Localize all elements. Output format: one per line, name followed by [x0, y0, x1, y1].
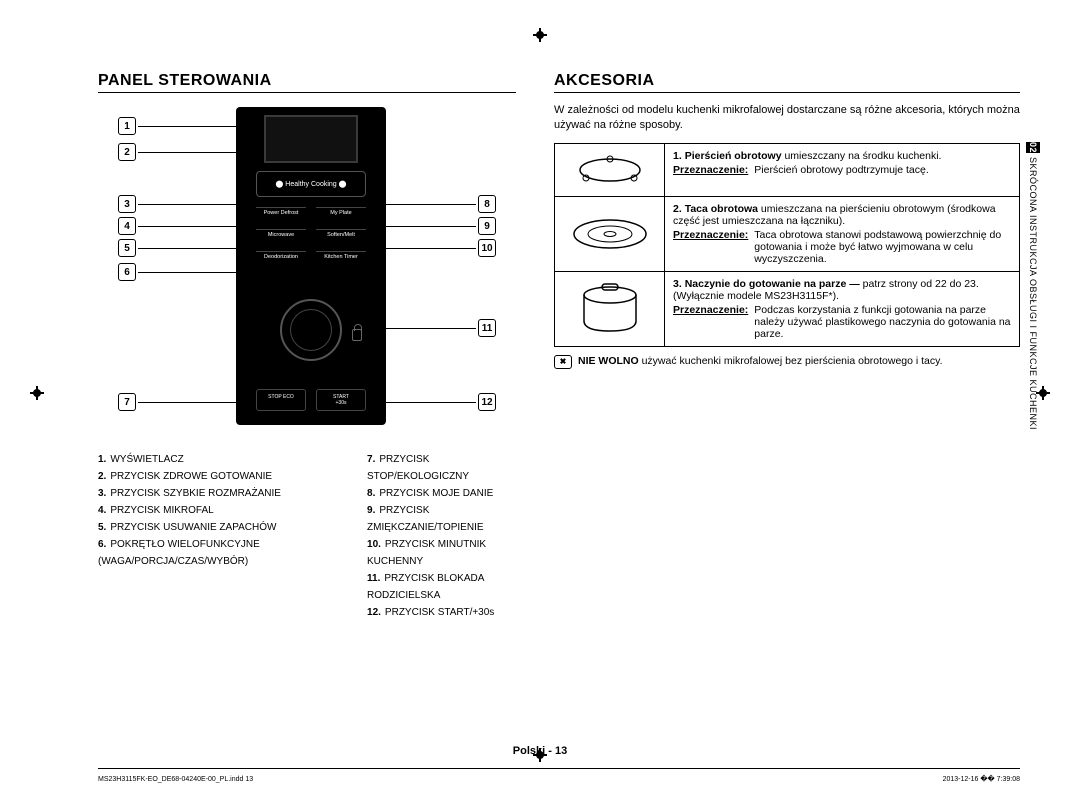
legend-item: 1.WYŚWIETLACZ: [98, 451, 341, 468]
callout-8: 8: [478, 195, 496, 213]
accessories-table: 1. Pierścień obrotowy umieszczany na śro…: [554, 143, 1020, 347]
warning-note: ✖ NIE WOLNO używać kuchenki mikrofalowej…: [554, 355, 1020, 369]
accessory-description: 1. Pierścień obrotowy umieszczany na śro…: [665, 143, 1020, 196]
table-row: 3. Naczynie do gotowanie na parze — patr…: [555, 271, 1020, 346]
note-bold: NIE WOLNO: [578, 355, 639, 367]
indd-filename: MS23H3115FK-EO_DE68-04240E-00_PL.indd 13: [98, 776, 253, 783]
accessories-intro: W zależności od modelu kuchenki mikrofal…: [554, 103, 1020, 133]
table-row: 1. Pierścień obrotowy umieszczany na śro…: [555, 143, 1020, 196]
legend-item: 12.PRZYCISK START/+30s: [367, 604, 516, 621]
no-icon: ✖: [554, 355, 572, 369]
accessory-icon: [555, 143, 665, 196]
legend-item: 6.POKRĘTŁO WIELOFUNKCYJNE (WAGA/PORCJA/C…: [98, 536, 341, 570]
side-tab-text: SKRÓCONA INSTRUKCJA OBSŁUGI I FUNKCJE KU…: [1028, 157, 1038, 430]
microwave-panel: ⬤ Healthy Cooking ⬤ Power Defrost My Pla…: [236, 107, 386, 425]
stop-eco-button: STOP ECO: [256, 389, 306, 411]
panel-heading: PANEL STEROWANIA: [98, 72, 516, 93]
page-footer: Polski - 13: [0, 745, 1080, 757]
callout-5: 5: [118, 239, 136, 257]
callout-6: 6: [118, 263, 136, 281]
healthy-cooking-button: ⬤ Healthy Cooking ⬤: [256, 171, 366, 197]
display-icon: [264, 115, 358, 163]
accessory-description: 3. Naczynie do gotowanie na parze — patr…: [665, 271, 1020, 346]
timestamp: 2013-12-16 �� 7:39:08: [943, 775, 1020, 783]
legend-item: 7.PRZYCISK STOP/EKOLOGICZNY: [367, 451, 516, 485]
legend-item: 9.PRZYCISK ZMIĘKCZANIE/TOPIENIE: [367, 502, 516, 536]
legend-item: 4.PRZYCISK MIKROFAL: [98, 502, 341, 519]
section-side-tab: 02 SKRÓCONA INSTRUKCJA OBSŁUGI I FUNKCJE…: [1024, 142, 1042, 442]
legend-item: 11.PRZYCISK BLOKADA RODZICIELSKA: [367, 570, 516, 604]
my-plate-button: My Plate: [316, 207, 366, 216]
table-row: 2. Taca obrotowa umieszczana na pierście…: [555, 196, 1020, 271]
footer-rule: [98, 768, 1020, 769]
footer-page: 13: [555, 745, 567, 757]
legend-item: 5.PRZYCISK USUWANIE ZAPACHÓW: [98, 519, 341, 536]
note-text: używać kuchenki mikrofalowej bez pierści…: [639, 355, 943, 367]
accessory-icon: [555, 271, 665, 346]
callout-2: 2: [118, 143, 136, 161]
callout-11: 11: [478, 319, 496, 337]
accessory-icon: [555, 196, 665, 271]
control-panel-diagram: 1 2 3 4 5 6 7 8 9 10: [98, 103, 516, 433]
power-defrost-button: Power Defrost: [256, 207, 306, 216]
callout-3: 3: [118, 195, 136, 213]
callout-4: 4: [118, 217, 136, 235]
callout-7: 7: [118, 393, 136, 411]
legend-list: 1.WYŚWIETLACZ2.PRZYCISK ZDROWE GOTOWANIE…: [98, 451, 516, 621]
microwave-button: Microwave: [256, 229, 306, 238]
callout-1: 1: [118, 117, 136, 135]
registration-mark-icon: [30, 386, 44, 400]
kitchen-timer-button: Kitchen Timer: [316, 251, 366, 260]
legend-item: 10.PRZYCISK MINUTNIK KUCHENNY: [367, 536, 516, 570]
accessory-description: 2. Taca obrotowa umieszczana na pierście…: [665, 196, 1020, 271]
side-tab-number: 02: [1026, 142, 1040, 153]
legend-item: 8.PRZYCISK MOJE DANIE: [367, 485, 516, 502]
legend-item: 3.PRZYCISK SZYBKIE ROZMRAŻANIE: [98, 485, 341, 502]
accessories-heading: AKCESORIA: [554, 72, 1020, 93]
deodorization-button: Deodorization: [256, 251, 306, 260]
soften-melt-button: Soften/Melt: [316, 229, 366, 238]
registration-mark-icon: [533, 28, 547, 42]
legend-item: 2.PRZYCISK ZDROWE GOTOWANIE: [98, 468, 341, 485]
dial-icon: [280, 299, 342, 361]
start-button: START+30s: [316, 389, 366, 411]
callout-9: 9: [478, 217, 496, 235]
callout-12: 12: [478, 393, 496, 411]
footer-lang: Polski: [513, 745, 545, 757]
lock-icon: [352, 329, 362, 341]
callout-10: 10: [478, 239, 496, 257]
